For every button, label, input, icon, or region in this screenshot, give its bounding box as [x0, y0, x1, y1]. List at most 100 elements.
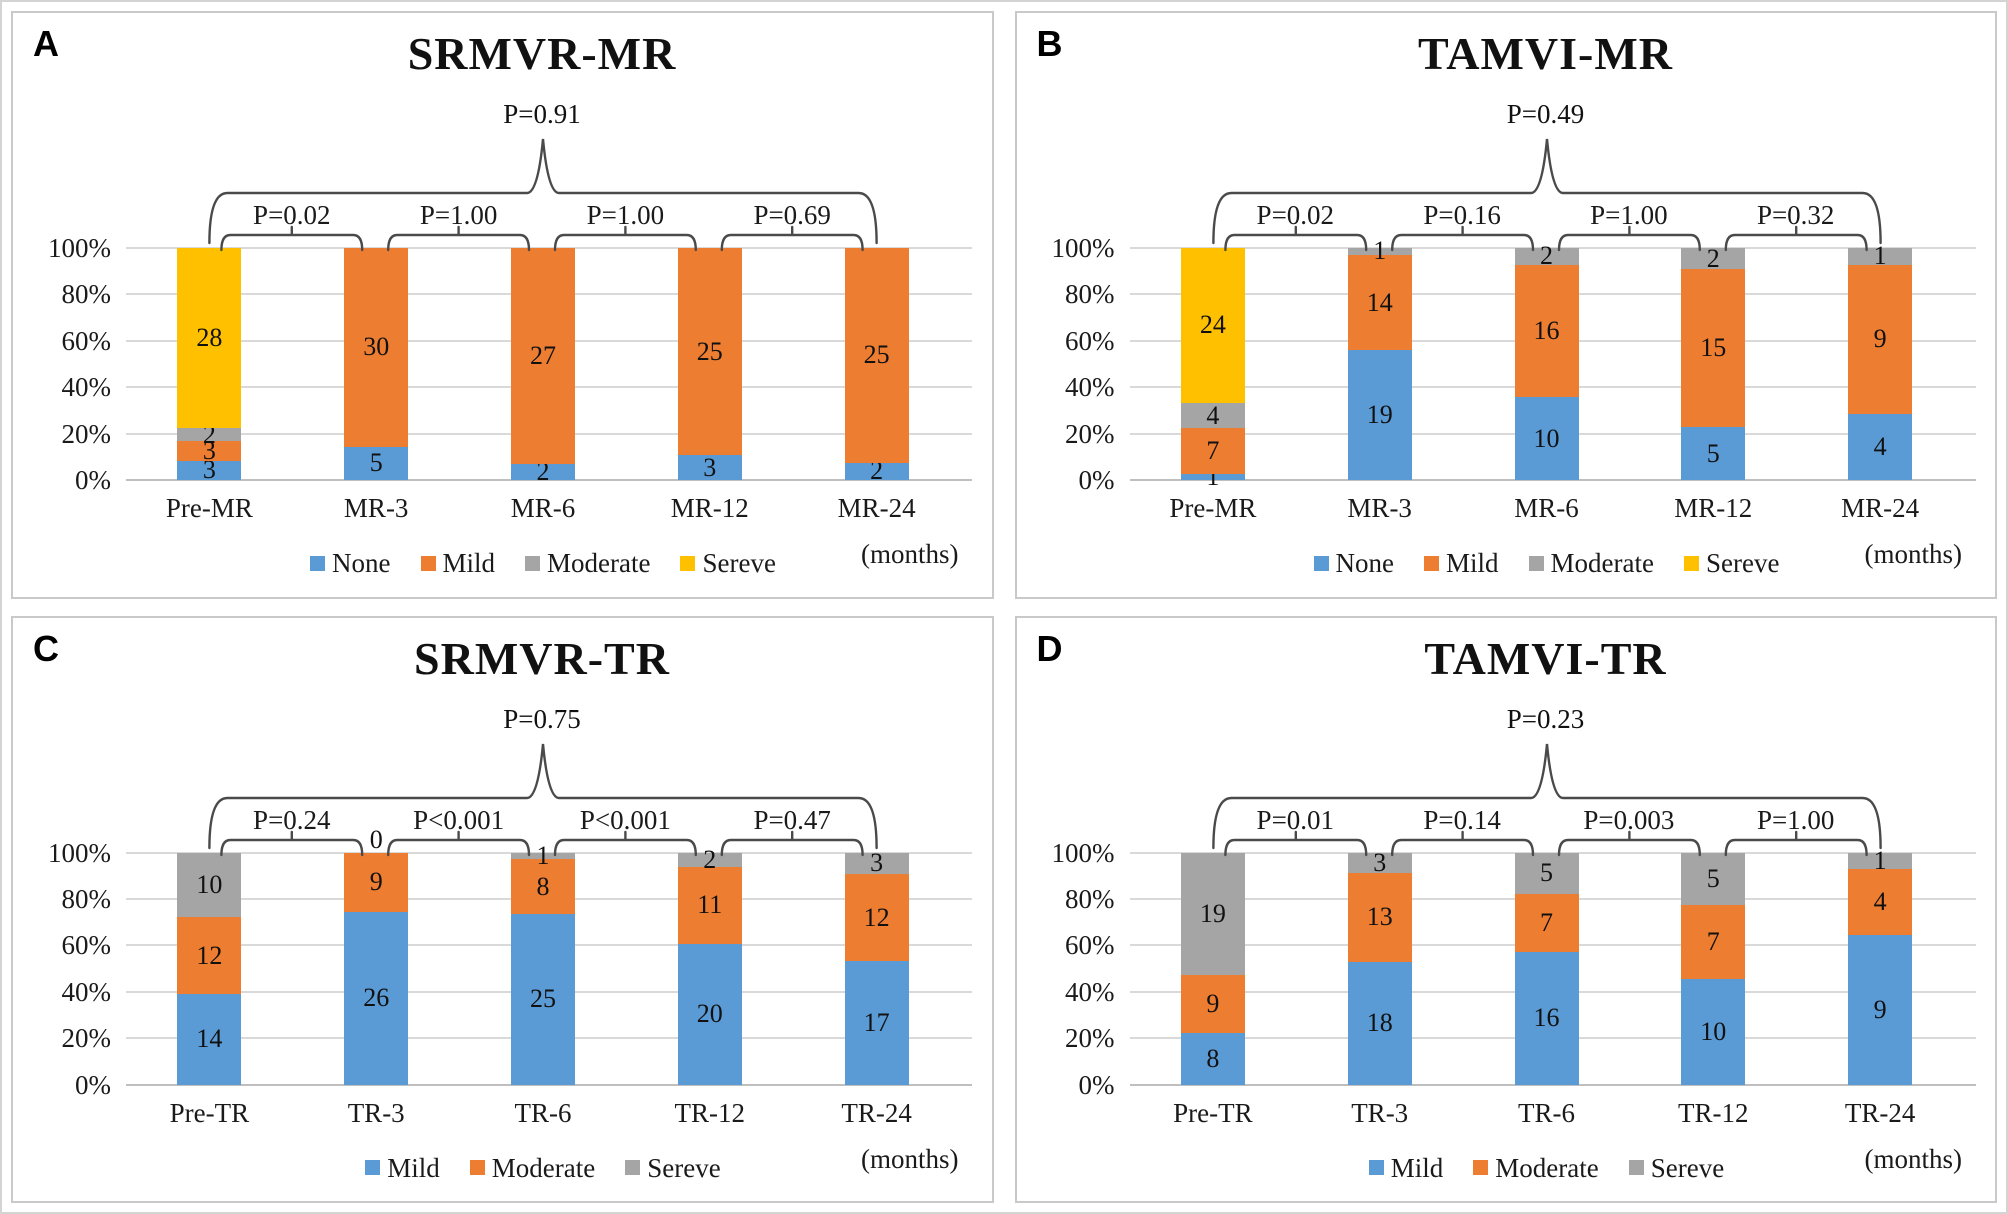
pairwise-p-value: P=1.00 [1590, 200, 1668, 230]
bar-segment: 3 [177, 457, 242, 483]
bar-segment: 25 [511, 913, 575, 1085]
months-unit-label: (months) [1864, 539, 1963, 569]
bar-segment: 9 [1180, 974, 1245, 1033]
legend-swatch [1313, 555, 1329, 571]
months-unit-label: (months) [861, 539, 959, 569]
bar-segment-label: 9 [369, 867, 383, 897]
bar-stack: 10 7 5 [1681, 852, 1746, 1085]
pairwise-p-value: P=0.01 [1256, 804, 1335, 835]
pairwise-p-value: P=1.00 [419, 200, 498, 230]
gridline [1129, 479, 1976, 481]
bar-segment-label: 3 [1373, 847, 1387, 877]
bar-segment-label: 1 [1873, 241, 1887, 271]
bar-segment: 10 [1514, 397, 1579, 480]
legend-swatch [1628, 1160, 1644, 1175]
x-axis-tick-label: TR-24 [841, 1097, 912, 1128]
y-axis-tick-label: 0% [75, 465, 111, 495]
y-axis-tick-label: 20% [61, 418, 112, 449]
legend-item: None [1313, 549, 1394, 577]
bar-segment: 1 [1848, 243, 1913, 269]
bar-segment: 19 [1347, 350, 1412, 480]
bar-segment: 3 [1347, 847, 1412, 877]
bar-segment: 4 [1180, 400, 1245, 430]
bar-segment: 16 [1514, 264, 1579, 398]
bar-segment-label: 19 [1199, 898, 1226, 928]
legend-label: Mild [1390, 1152, 1444, 1183]
chart-title: SRMVR-MR [407, 28, 677, 79]
bar-segment-label: 12 [863, 902, 890, 932]
x-axis-tick-label: TR-3 [347, 1097, 405, 1128]
pairwise-p-value: P=1.00 [1756, 804, 1835, 835]
bar-segment: 2 [511, 459, 575, 485]
bar-segment-label: 9 [1873, 994, 1887, 1024]
bar-segment: 8 [1180, 1032, 1245, 1085]
legend-label: Mild [387, 1152, 440, 1183]
bar-segment-label: 10 [1533, 423, 1560, 453]
bar-segment: 3 [844, 848, 909, 878]
gridline [1129, 247, 1976, 249]
overall-p-value: P=0.23 [1506, 703, 1585, 734]
pairwise-p-value: P=0.24 [253, 804, 331, 835]
gridline [1129, 851, 1976, 854]
legend-item: Moderate [525, 549, 650, 577]
y-axis-tick-label: 40% [1065, 976, 1115, 1007]
legend-label: Sereve [1705, 548, 1780, 578]
bar-segment: 2 [1681, 245, 1746, 271]
bar-segment: 19 [1180, 852, 1245, 975]
panel-srmvr-mr: A SRMVR-MR P=0.91 100% 80% 60% 40% 20% 0% 3 3 2 2… [11, 11, 994, 599]
y-axis-tick-label: 0% [1078, 1069, 1115, 1100]
legend-swatch [625, 1160, 641, 1175]
legend-item: Sereve [1683, 548, 1780, 578]
bar-segment-label: 3 [870, 848, 884, 878]
x-axis-tick-label: Pre-MR [1169, 493, 1257, 523]
pairwise-p-value: P=0.02 [253, 200, 331, 230]
legend-item: None [310, 549, 391, 577]
y-axis-tick-label: 0% [75, 1069, 111, 1100]
bar-stack: 26 9 0 [344, 826, 409, 1085]
bar-segment-label: 18 [1366, 1008, 1393, 1038]
x-axis-tick-label: MR-6 [1514, 493, 1579, 523]
bar-segment-label: 25 [696, 336, 723, 366]
bar-segment-label: 10 [196, 869, 223, 899]
bar-segment: 4 [1848, 869, 1913, 936]
x-axis-tick-label: MR-3 [343, 493, 409, 523]
bar-segment: 2 [677, 846, 742, 872]
panel-srmvr-tr: C SRMVR-TR P=0.75 100% 80% 60% 40% 20% 0% 14 12… [11, 615, 994, 1203]
bar-segment: 18 [1347, 961, 1412, 1085]
panel-tamvi-mr: B TAMVI-MR P=0.49 100% 80% 60% 40% 20% 0% 1 7 4 2… [1014, 11, 1997, 599]
months-unit-label: (months) [861, 1143, 959, 1174]
chart-title: SRMVR-TR [414, 632, 670, 684]
y-axis-tick-label: 60% [61, 930, 112, 961]
bar-segment-label: 8 [536, 871, 550, 901]
bar-segment-label: 28 [196, 323, 223, 353]
bar-segment-label: 27 [530, 341, 556, 370]
pairwise-p-value: P=0.14 [1423, 804, 1501, 835]
bar-segment: 11 [677, 866, 742, 944]
chart-area: 100% 80% 60% 40% 20% 0% 1 7 4 24 Pre-MR 19 14 1 MR-3 10… [1017, 13, 1996, 597]
bar-segment-label: 2 [536, 457, 550, 486]
bar-segment-label: 3 [202, 436, 216, 466]
legend-label: Sereve [702, 548, 776, 578]
legend-swatch [680, 555, 696, 571]
bar-segment-label: 4 [1206, 400, 1220, 430]
y-axis-tick-label: 80% [1065, 883, 1115, 914]
gridline [126, 1083, 972, 1086]
bar-stack: 3 25 [677, 248, 742, 480]
chart-title: TAMVI-TR [1424, 632, 1667, 684]
bar-segment-label: 26 [363, 983, 390, 1013]
bar-segment-label: 1 [1373, 236, 1387, 266]
y-axis-tick-label: 100% [1051, 837, 1115, 868]
panel-letter: D [1036, 627, 1063, 669]
bar-segment: 25 [844, 248, 909, 463]
bar-segment-label: 9 [1873, 324, 1887, 354]
legend-label: Moderate [547, 548, 651, 578]
bar-segment: 25 [677, 248, 742, 456]
pairwise-p-value: P=0.69 [753, 200, 831, 230]
y-axis-tick-label: 80% [61, 883, 112, 914]
bar-segment: 16 [1514, 951, 1579, 1085]
legend-swatch [1528, 555, 1544, 571]
bar-stack: 2 25 [844, 248, 909, 484]
y-axis-tick-label: 60% [61, 325, 112, 356]
legend-label: Mild [442, 548, 496, 578]
